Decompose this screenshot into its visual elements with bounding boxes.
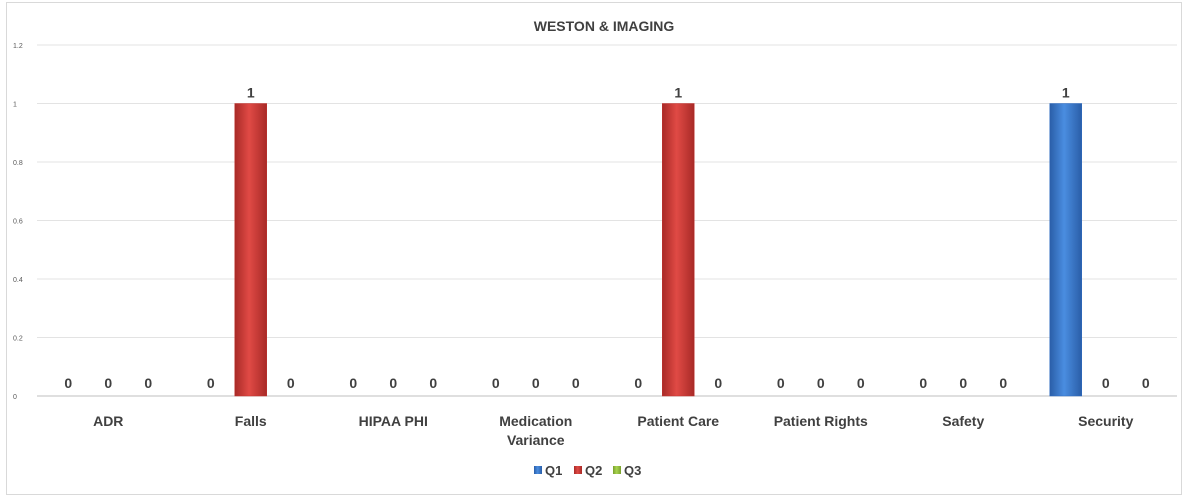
y-tick-label: 1 xyxy=(13,102,17,109)
chart-frame: WESTON & IMAGING 0 0.2 0.4 0.6 0.8 1 1.2 0 0 0 0 1… xyxy=(6,2,1182,495)
legend: Q1 Q2 Q3 xyxy=(534,463,641,478)
category-label: HIPAA PHI xyxy=(359,413,428,429)
y-tick-label: 0.4 xyxy=(13,277,23,284)
category-label: Variance xyxy=(507,432,565,448)
data-label: 0 xyxy=(104,375,112,391)
legend-swatch-q2 xyxy=(574,466,582,474)
category-label: Safety xyxy=(942,413,984,429)
bar-q2 xyxy=(234,103,267,397)
category-label: Security xyxy=(1078,413,1133,429)
y-tick-label: 0 xyxy=(13,394,17,401)
data-label: 0 xyxy=(999,375,1007,391)
gridlines xyxy=(37,44,1177,397)
bar-q2 xyxy=(662,103,695,397)
data-label: 0 xyxy=(532,375,540,391)
data-label: 0 xyxy=(1142,375,1150,391)
y-tick-label: 1.2 xyxy=(13,43,23,50)
data-label: 0 xyxy=(287,375,295,391)
legend-swatch-q1 xyxy=(534,466,542,474)
legend-label-q1: Q1 xyxy=(545,463,562,478)
data-label: 0 xyxy=(714,375,722,391)
data-label: 0 xyxy=(959,375,967,391)
data-label: 0 xyxy=(64,375,72,391)
data-label: 0 xyxy=(207,375,215,391)
data-label: 0 xyxy=(572,375,580,391)
data-label: 0 xyxy=(1102,375,1110,391)
bar-q1 xyxy=(1049,103,1082,397)
legend-label-q2: Q2 xyxy=(585,463,602,478)
data-label: 1 xyxy=(674,85,682,101)
data-label: 0 xyxy=(634,375,642,391)
data-label: 0 xyxy=(919,375,927,391)
category-label: Medication xyxy=(499,413,572,429)
y-tick-label: 0.2 xyxy=(13,336,23,343)
legend-label-q3: Q3 xyxy=(624,463,641,478)
category-label: Patient Rights xyxy=(774,413,868,429)
legend-swatch-q3 xyxy=(613,466,621,474)
data-label: 1 xyxy=(1062,85,1070,101)
category-label: ADR xyxy=(93,413,123,429)
data-label: 0 xyxy=(492,375,500,391)
data-label: 1 xyxy=(247,85,255,101)
y-tick-label: 0.8 xyxy=(13,160,23,167)
bars xyxy=(234,103,1082,397)
category-label: Patient Care xyxy=(637,413,719,429)
y-axis-ticks: 0 0.2 0.4 0.6 0.8 1 1.2 xyxy=(13,43,23,401)
chart-title: WESTON & IMAGING xyxy=(534,18,675,34)
data-label: 0 xyxy=(777,375,785,391)
data-label: 0 xyxy=(389,375,397,391)
y-tick-label: 0.6 xyxy=(13,219,23,226)
category-label: Falls xyxy=(235,413,267,429)
data-label: 0 xyxy=(144,375,152,391)
category-labels: ADR Falls HIPAA PHI Medication Variance Patie… xyxy=(93,413,1134,448)
bar-chart: WESTON & IMAGING 0 0.2 0.4 0.6 0.8 1 1.2 0 0 0 0 1… xyxy=(13,18,1177,478)
data-label: 0 xyxy=(429,375,437,391)
data-label: 0 xyxy=(349,375,357,391)
data-labels: 0 0 0 0 1 0 0 0 0 0 0 0 0 1 0 0 0 0 0 0 0 1 0 0 xyxy=(64,85,1150,392)
data-label: 0 xyxy=(857,375,865,391)
data-label: 0 xyxy=(817,375,825,391)
